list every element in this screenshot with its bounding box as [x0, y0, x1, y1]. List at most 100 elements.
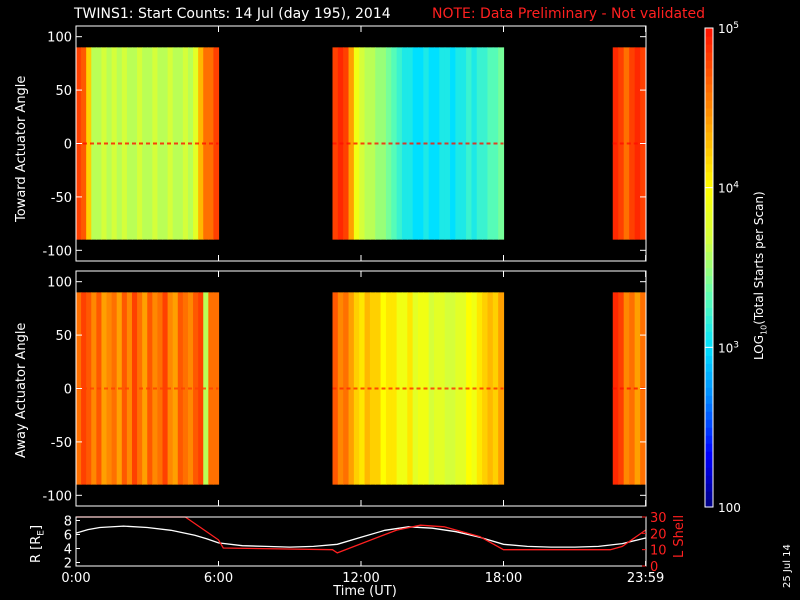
orbit-y2tick-label: 30 — [650, 511, 667, 526]
colorbar-tick-label: 103 — [718, 340, 739, 355]
colorbar-tick-exponent: 4 — [733, 181, 739, 191]
colorbar-step — [705, 323, 713, 332]
colorbar-step — [705, 315, 713, 324]
colorbar-step — [705, 155, 713, 165]
colorbar-step — [705, 299, 713, 309]
away-seg1-column — [455, 292, 462, 485]
toward-seg1-column — [460, 47, 467, 240]
away-ytick-label: 100 — [47, 276, 72, 291]
away-seg1-column — [391, 292, 398, 485]
toward-seg1-column — [455, 47, 462, 240]
colorbar-step — [705, 28, 713, 37]
toward-heatmap — [76, 47, 647, 240]
orbit-ytick-label: 4 — [64, 543, 72, 558]
toward-ytick-label: -50 — [51, 191, 72, 206]
colorbar-step — [705, 379, 713, 388]
colorbar-step — [705, 459, 713, 468]
colorbar-step — [705, 171, 713, 181]
toward-seg1-column — [418, 47, 424, 240]
away-seg0-column — [106, 292, 113, 485]
colorbar-step — [705, 67, 713, 77]
radius-line — [75, 525, 646, 548]
colorbar-step — [705, 275, 713, 285]
colorbar-step — [705, 491, 713, 500]
colorbar-tick-exponent: 5 — [733, 21, 739, 31]
colorbar-step — [705, 339, 713, 348]
toward-ytick-label: 100 — [47, 31, 72, 46]
date-stamp: 25 Jul 14 — [782, 544, 793, 588]
away-seg0-column — [182, 292, 189, 485]
away-seg2-column — [629, 292, 636, 485]
colorbar-step — [705, 363, 713, 372]
colorbar-step — [705, 291, 713, 301]
orbit-ytick-label: 8 — [64, 515, 72, 530]
time-xtick-label: 0:00 — [61, 571, 90, 586]
away-ytick-label: -100 — [42, 489, 72, 504]
colorbar-step — [705, 259, 713, 269]
colorbar-step — [705, 115, 713, 125]
toward-seg1-column — [369, 47, 376, 240]
colorbar-step — [705, 347, 713, 356]
away-seg1-column — [434, 292, 440, 485]
colorbar-step — [705, 211, 713, 221]
colorbar-step — [705, 99, 713, 109]
colorbar-step — [705, 35, 713, 45]
toward-seg1-column — [396, 47, 403, 240]
colorbar-step — [705, 355, 713, 364]
toward-seg1-column — [439, 47, 446, 240]
toward-ytick-label: -100 — [42, 244, 72, 259]
colorbar-step — [705, 499, 713, 508]
away-seg1-column — [343, 292, 350, 485]
time-xtick-label: 23:59 — [627, 571, 664, 586]
away-seg1-column — [348, 292, 355, 485]
toward-ytick-label: 0 — [64, 138, 72, 153]
colorbar-label: LOG10(Total Starts per Scan) — [752, 191, 769, 360]
away-seg0-column — [147, 292, 153, 485]
toward-seg0-column — [91, 47, 97, 240]
toward-seg0-column — [106, 47, 113, 240]
colorbar-step — [705, 419, 713, 428]
away-seg0-column — [142, 292, 148, 485]
colorbar-step — [705, 451, 713, 460]
time-xtick-label: 18:00 — [485, 571, 522, 586]
toward-seg0-column — [142, 47, 148, 240]
colorbar-step — [705, 139, 713, 149]
colorbar-step — [705, 403, 713, 412]
orbit-frame — [75, 516, 647, 567]
orbit-ytick-label: 2 — [64, 557, 72, 572]
away-seg1-column — [412, 292, 419, 485]
away-seg0-column — [198, 292, 204, 485]
plot-title: TWINS1: Start Counts: 14 Jul (day 195), … — [74, 6, 391, 22]
time-xtick-label: 6:00 — [204, 571, 233, 586]
toward-seg0-column — [198, 47, 204, 240]
toward-seg0-column — [162, 47, 169, 240]
colorbar-step — [705, 59, 713, 69]
orbit-y2tick-label: 20 — [650, 527, 667, 542]
time-xtick-label: 12:00 — [342, 571, 379, 586]
colorbar-step — [705, 203, 713, 213]
colorbar-step — [705, 107, 713, 117]
away-seg0-column — [177, 292, 184, 485]
away-seg0-column — [203, 292, 209, 485]
colorbar-step — [705, 395, 713, 404]
away-seg0-column — [162, 292, 169, 485]
colorbar-step — [705, 235, 713, 245]
toward-seg1-column — [482, 47, 489, 240]
r-ylabel: R [RE] — [29, 524, 47, 563]
toward-seg0-column — [203, 47, 209, 240]
colorbar-step — [705, 427, 713, 436]
away-seg0-column — [126, 292, 133, 485]
colorbar-step — [705, 267, 713, 277]
colorbar-step — [705, 435, 713, 444]
toward-seg0-column — [121, 47, 128, 240]
away-seg1-column — [439, 292, 446, 485]
colorbar-step — [705, 475, 713, 484]
colorbar-step — [705, 123, 713, 133]
colorbar-tick-label: 100 — [718, 501, 741, 515]
away-seg0-column — [86, 292, 92, 485]
toward-seg0-column — [147, 47, 153, 240]
away-seg1-column — [482, 292, 489, 485]
toward-seg2-column — [629, 47, 636, 240]
colorbar-tick-label: 105 — [718, 21, 739, 36]
